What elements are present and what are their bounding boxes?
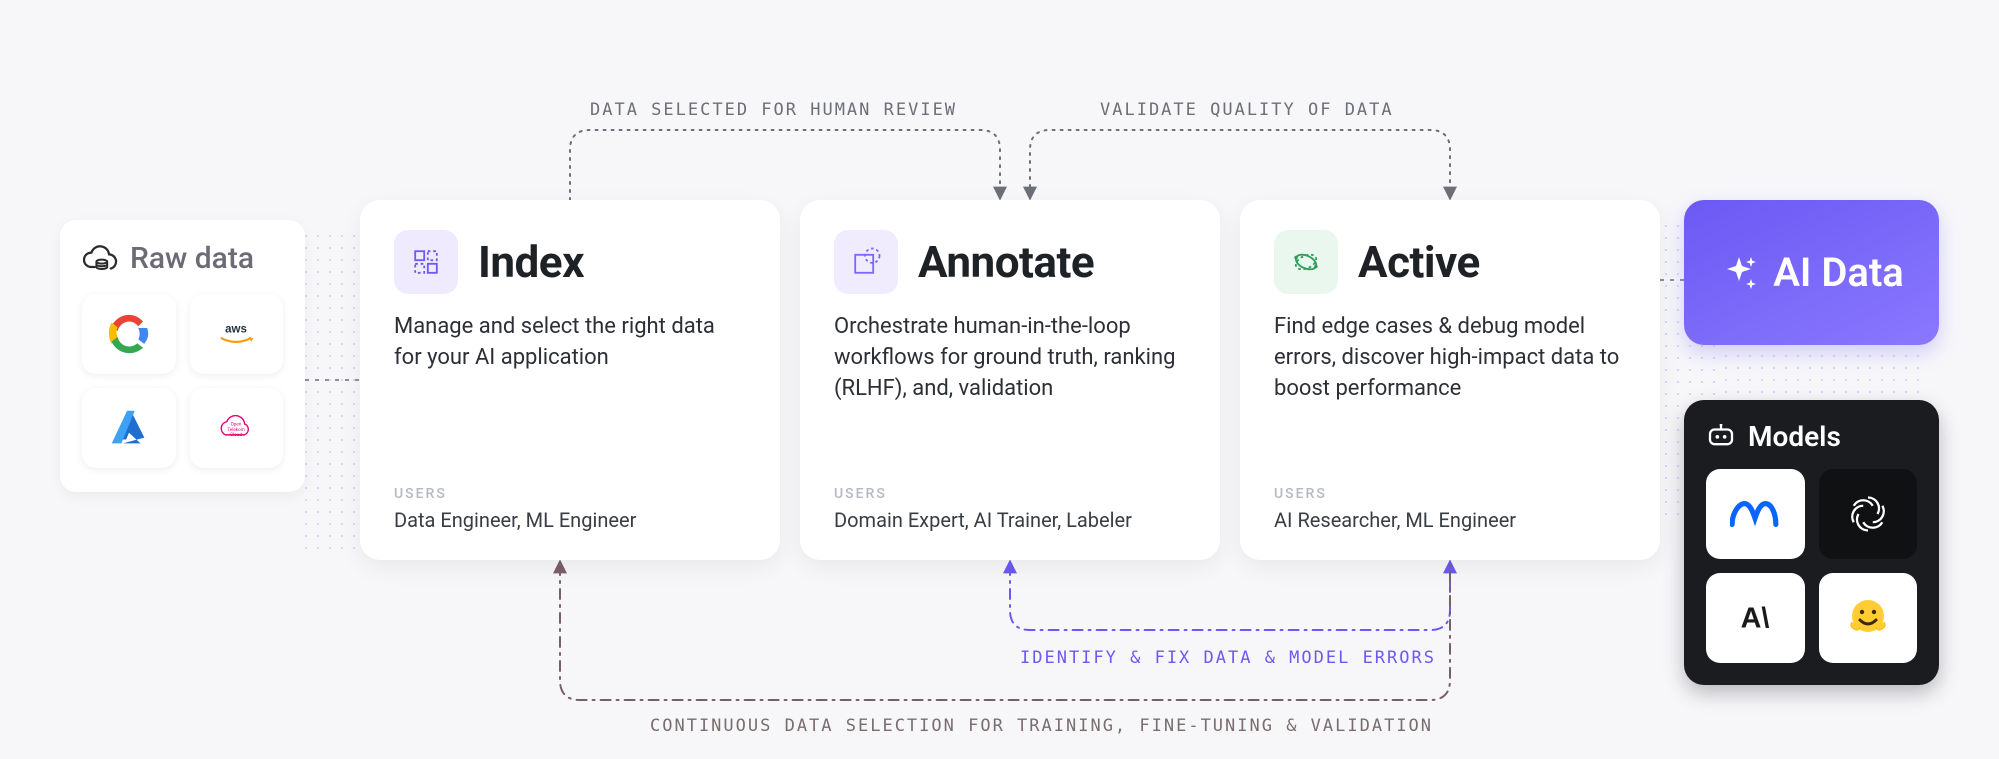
raw-data-title: Raw data xyxy=(130,241,254,276)
anthropic-icon: A\ xyxy=(1706,573,1805,663)
card-annotate-users-label: USERS xyxy=(834,486,1186,502)
robot-icon xyxy=(1706,424,1736,450)
card-active-users: AI Researcher, ML Engineer xyxy=(1274,508,1626,532)
otc-text-mid: Telekom xyxy=(228,427,245,433)
connector-top-right xyxy=(1030,130,1450,195)
card-annotate: Annotate Orchestrate human-in-the-loop w… xyxy=(800,200,1220,560)
connector-bottom xyxy=(560,565,1450,700)
diagram-canvas: DATA SELECTED FOR HUMAN REVIEW VALIDATE … xyxy=(0,0,1999,759)
svg-text:aws: aws xyxy=(225,324,247,336)
google-cloud-icon xyxy=(82,294,176,374)
azure-icon xyxy=(82,388,176,468)
ai-data-title: AI Data xyxy=(1773,249,1904,296)
connector-label-top-right: VALIDATE QUALITY OF DATA xyxy=(1100,100,1394,120)
otc-text-bot: Cloud xyxy=(230,432,242,438)
card-index-desc: Manage and select the right data for you… xyxy=(394,312,746,374)
active-icon xyxy=(1274,230,1338,294)
connector-top-left xyxy=(570,130,1000,200)
card-active-title: Active xyxy=(1358,236,1480,288)
card-annotate-users: Domain Expert, AI Trainer, Labeler xyxy=(834,508,1186,532)
card-annotate-desc: Orchestrate human-in-the-loop workflows … xyxy=(834,312,1186,404)
cloud-db-icon xyxy=(82,240,118,276)
card-annotate-title: Annotate xyxy=(918,236,1094,288)
open-telekom-cloud-icon: Open Telekom Cloud xyxy=(190,388,284,468)
svg-text:A\: A\ xyxy=(1741,603,1770,635)
card-index-title: Index xyxy=(478,236,584,288)
openai-icon xyxy=(1819,469,1918,559)
sparkle-icon xyxy=(1719,253,1759,293)
index-icon xyxy=(394,230,458,294)
huggingface-icon xyxy=(1819,573,1918,663)
card-index-users: Data Engineer, ML Engineer xyxy=(394,508,746,532)
connector-label-bottom: CONTINUOUS DATA SELECTION FOR TRAINING, … xyxy=(650,716,1433,736)
card-active-desc: Find edge cases & debug model errors, di… xyxy=(1274,312,1626,404)
connector-label-top-left: DATA SELECTED FOR HUMAN REVIEW xyxy=(590,100,957,120)
card-active: Active Find edge cases & debug model err… xyxy=(1240,200,1660,560)
models-card: Models xyxy=(1684,400,1939,685)
raw-data-panel: Raw data aws Open Telekom xyxy=(60,220,305,492)
card-index-users-label: USERS xyxy=(394,486,746,502)
ai-data-card: AI Data xyxy=(1684,200,1939,345)
aws-icon: aws xyxy=(190,294,284,374)
otc-text-top: Open xyxy=(231,422,242,428)
connector-mid-purple xyxy=(1010,565,1450,630)
models-title: Models xyxy=(1748,420,1841,453)
card-index: Index Manage and select the right data f… xyxy=(360,200,780,560)
annotate-icon xyxy=(834,230,898,294)
card-active-users-label: USERS xyxy=(1274,486,1626,502)
connector-label-mid: IDENTIFY & FIX DATA & MODEL ERRORS xyxy=(1020,648,1436,668)
meta-icon xyxy=(1706,469,1805,559)
